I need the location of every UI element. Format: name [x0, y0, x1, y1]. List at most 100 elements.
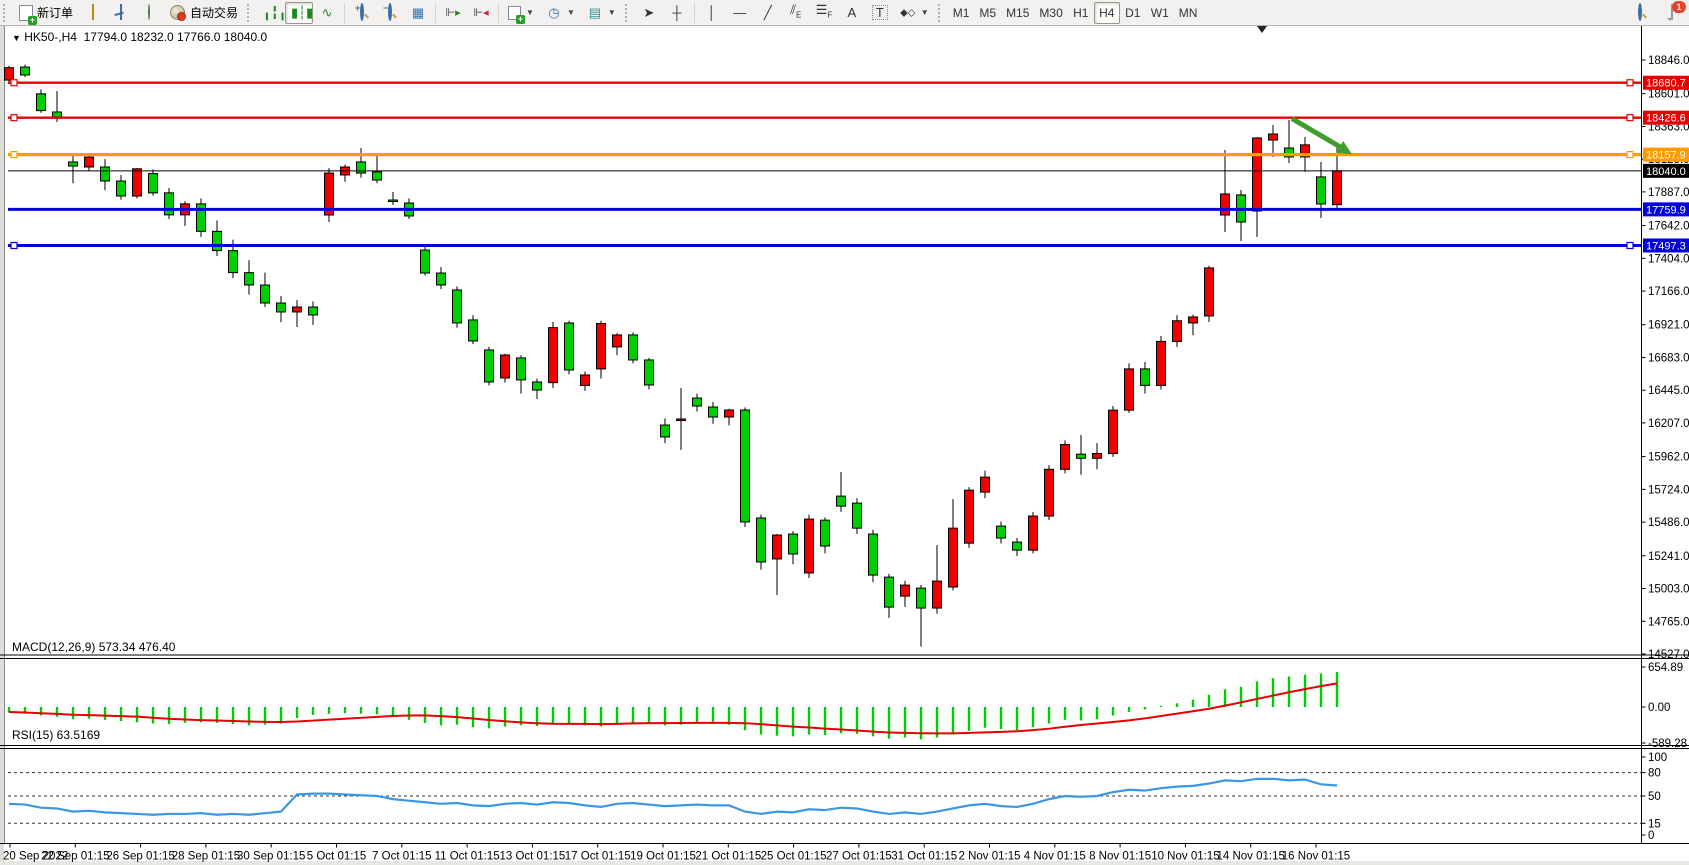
candle-body — [1140, 368, 1150, 386]
zoom-in-button[interactable]: + — [348, 2, 376, 24]
chart-title[interactable]: ▼ HK50-,H4 17794.0 18232.0 17766.0 18040… — [12, 30, 267, 44]
label-tool-icon: T — [871, 5, 888, 20]
line-handle[interactable] — [10, 241, 18, 250]
chart-canvas[interactable]: 18846.018601.018363.018125.017887.017642… — [0, 25, 1689, 865]
trendline-tool-button[interactable]: ╱ — [754, 2, 782, 24]
styler-button[interactable] — [79, 2, 107, 24]
arrows-icon: ⬥⬦ — [900, 6, 916, 19]
date-axis-label: 25 Oct 01:15 — [761, 851, 827, 863]
candle-body — [52, 111, 62, 118]
toolbar-grip[interactable] — [624, 3, 632, 22]
candle-body — [1108, 409, 1118, 454]
line-handle[interactable] — [1626, 151, 1634, 159]
candle-body — [788, 533, 798, 555]
candle-body — [1252, 137, 1262, 212]
candle-body — [132, 168, 142, 197]
price-axis-label: 14765.0 — [1648, 616, 1689, 628]
price-badge-label: 18426.6 — [1646, 113, 1686, 125]
tile-windows-button[interactable]: ▦ — [404, 2, 432, 24]
macd-axis-label: -589.28 — [1648, 738, 1687, 750]
rsi-axis-label: 100 — [1648, 752, 1667, 764]
cursor-tool-button[interactable]: ➤ — [635, 2, 663, 24]
price-badge — [1643, 75, 1689, 90]
new-chart-button[interactable]: + ▼ — [502, 2, 540, 24]
arrows-tool-button[interactable]: ⬥⬦ ▼ — [894, 2, 935, 24]
candle-body — [372, 171, 382, 181]
candle-body — [660, 424, 670, 438]
tf-d1-button[interactable]: D1 — [1120, 2, 1146, 24]
line-handle[interactable] — [1626, 241, 1634, 250]
date-axis-label: 8 Nov 01:15 — [1089, 851, 1151, 863]
line-handle[interactable] — [10, 79, 18, 87]
zoom-out-button[interactable]: − — [376, 2, 404, 24]
new-order-button[interactable]: + 新订单 — [13, 2, 79, 25]
bar-chart-button[interactable]: ╻╏╻ — [257, 2, 286, 24]
vline-tool-button[interactable]: │ — [698, 2, 726, 24]
search-button[interactable] — [1629, 2, 1651, 24]
autotrading-button[interactable]: 自动交易 — [163, 2, 244, 24]
hline-tool-button[interactable]: — — [726, 2, 754, 24]
news-button[interactable] — [135, 2, 163, 24]
candle-body — [756, 517, 766, 563]
price-axis-label: 15241.0 — [1648, 551, 1689, 563]
indicators-button[interactable]: ▤ ▼ — [581, 2, 622, 24]
date-axis-label: 5 Oct 01:15 — [307, 851, 366, 863]
price-axis-label: 16445.0 — [1648, 385, 1689, 397]
trend-arrow-head[interactable] — [1336, 141, 1352, 155]
tf-m1-button[interactable]: M1 — [948, 2, 975, 24]
zoom-in-icon: + — [354, 2, 370, 21]
trend-arrow[interactable] — [1290, 116, 1348, 153]
candle-body — [932, 580, 942, 609]
candle-body — [564, 322, 574, 371]
candle-body — [1332, 170, 1342, 206]
candle-body — [196, 203, 206, 232]
fibonacci-tool-button[interactable]: ☰F — [810, 2, 838, 24]
tf-w1-button[interactable]: W1 — [1146, 2, 1174, 24]
channel-icon: ⫽E — [790, 1, 802, 20]
candlestick-chart-button[interactable]: ▮┆▮ — [285, 1, 314, 24]
tf-m30-button[interactable]: M30 — [1034, 2, 1067, 24]
date-axis-label: 14 Nov 01:15 — [1216, 851, 1284, 863]
candle-body — [1188, 316, 1198, 324]
auto-scroll-button[interactable]: ⊩▸ — [439, 2, 467, 24]
tf-h4-button[interactable]: H4 — [1093, 1, 1120, 24]
toolbar-grip[interactable] — [247, 3, 254, 22]
chart-shift-marker[interactable] — [1257, 26, 1267, 33]
chart-shift-button[interactable]: ⊩◂ — [467, 2, 495, 24]
toolbar-grip[interactable] — [3, 3, 10, 22]
candle-body — [1156, 340, 1166, 386]
candle-body — [1044, 468, 1054, 517]
date-axis-label: 27 Oct 01:15 — [826, 851, 892, 863]
tf-m15-button[interactable]: M15 — [1001, 2, 1034, 24]
tf-m5-button[interactable]: M5 — [974, 2, 1001, 24]
label-tool-button[interactable]: T — [866, 2, 894, 24]
line-chart-button[interactable]: ∿ — [313, 2, 341, 24]
candle-body — [980, 476, 990, 493]
macd-axis-label: 654.89 — [1648, 662, 1683, 674]
line-handle[interactable] — [1626, 79, 1634, 87]
date-axis-label: 10 Nov 01:15 — [1151, 851, 1219, 863]
crosshair-icon: ┼ — [672, 4, 682, 20]
channel-tool-button[interactable]: ⫽E — [782, 2, 810, 24]
line-handle[interactable] — [1626, 114, 1634, 122]
candle-body — [1220, 193, 1230, 216]
tf-mn-button[interactable]: MN — [1174, 2, 1203, 24]
crosshair-tool-button[interactable]: ┼ — [663, 2, 691, 24]
candlestick-icon: ▮┆▮ — [291, 4, 314, 20]
chart-shift-icon: ⊩◂ — [473, 6, 489, 19]
market-watch-button[interactable] — [107, 2, 135, 24]
text-tool-button[interactable]: A — [838, 2, 866, 24]
notifications-button[interactable]: 1 — [1661, 1, 1686, 24]
line-handle[interactable] — [10, 114, 18, 122]
macd-signal-line — [8, 682, 1338, 735]
profiles-button[interactable]: ◷ ▼ — [540, 2, 581, 24]
candle-body — [1316, 176, 1326, 205]
toolbar-grip[interactable] — [937, 3, 945, 22]
zoom-out-icon: − — [382, 2, 398, 21]
chart-dropdown-icon[interactable]: ▼ — [12, 33, 21, 43]
price-badge-label: 17497.3 — [1646, 240, 1686, 252]
tf-h1-button[interactable]: H1 — [1068, 2, 1094, 24]
line-handle[interactable] — [10, 151, 18, 159]
date-axis-label: 7 Oct 01:15 — [372, 851, 431, 863]
